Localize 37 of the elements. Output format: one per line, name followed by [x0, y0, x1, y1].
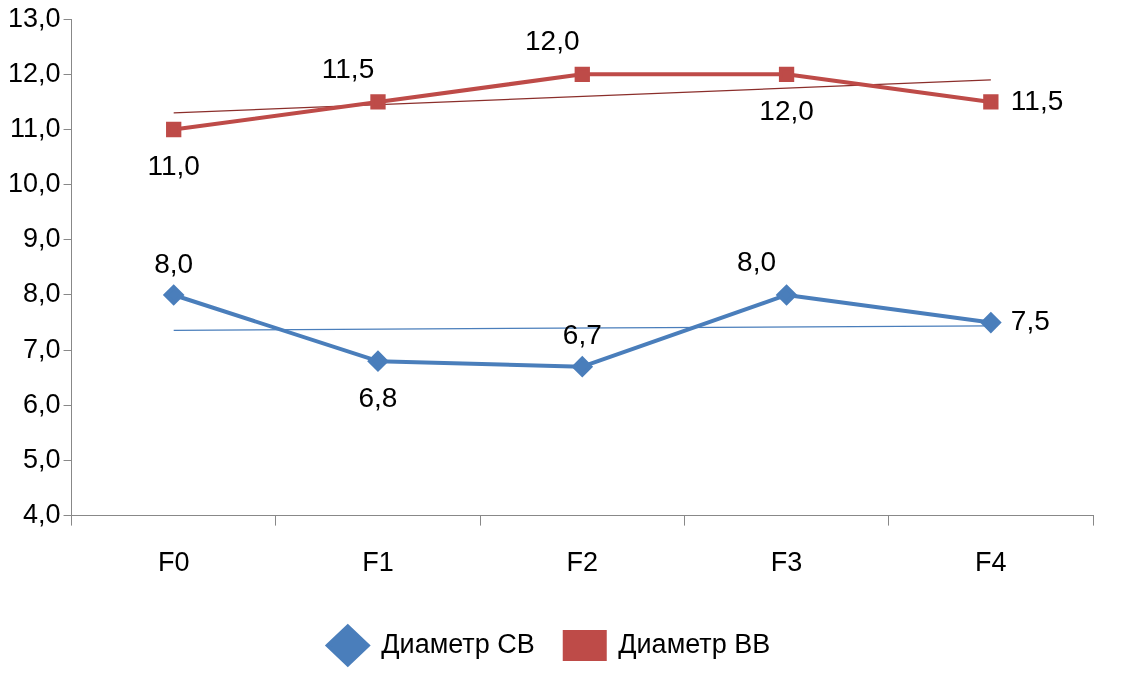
point	[572, 356, 593, 377]
y-tick-label: 5,0	[23, 443, 61, 474]
y-tick-label: 6,0	[23, 388, 61, 419]
y-tick-label: 4,0	[23, 499, 61, 530]
y-tick-label: 10,0	[7, 168, 61, 199]
y-tick-label: 11,0	[10, 112, 61, 143]
point	[574, 66, 590, 83]
data-label: 8,0	[154, 247, 194, 279]
y-tick-label: 9,0	[23, 223, 61, 254]
point	[367, 351, 388, 372]
data-label: 11,0	[147, 150, 200, 182]
data-label: 7,5	[1010, 305, 1050, 337]
data-label: 11,5	[321, 52, 375, 84]
x-tick-label: F4	[975, 547, 1007, 578]
y-tick-label: 7,0	[23, 333, 61, 364]
point	[776, 284, 797, 305]
data-label: 6,8	[358, 381, 398, 413]
data-label: 12,0	[759, 95, 814, 127]
data-label: 12,0	[525, 25, 580, 57]
data-label: 6,7	[562, 319, 602, 351]
point	[983, 94, 999, 110]
point	[980, 312, 1001, 333]
legend-label: Диаметр СВ	[381, 628, 535, 659]
point	[163, 284, 184, 305]
x-tick-label: F0	[157, 547, 190, 578]
x-tick-label: F3	[770, 547, 803, 578]
x-tick-label: F1	[362, 547, 394, 578]
legend-label: Диаметр ВВ	[618, 628, 771, 659]
y-tick-label: 8,0	[23, 278, 61, 309]
data-label: 11,5	[1010, 84, 1064, 116]
point	[370, 94, 386, 110]
data-label: 8,0	[737, 245, 777, 277]
y-tick-label: 13,0	[7, 2, 61, 33]
x-tick-label: F2	[566, 547, 599, 578]
y-tick-label: 12,0	[7, 57, 61, 88]
point	[778, 66, 795, 83]
point	[166, 121, 182, 138]
